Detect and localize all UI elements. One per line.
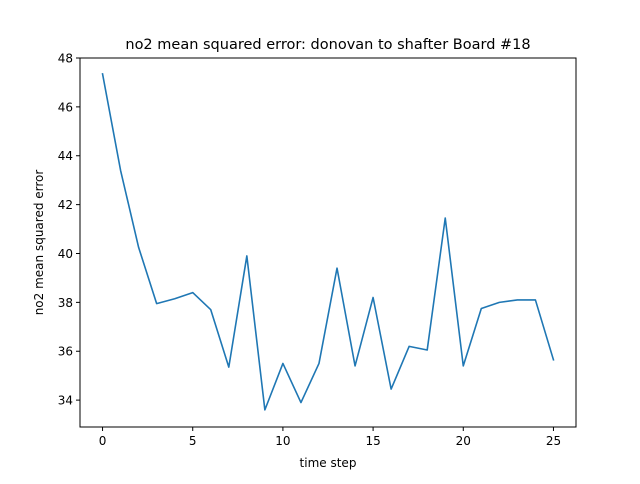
plot-frame [79, 57, 577, 428]
x-axis: 0 5 10 15 20 25 [99, 427, 561, 448]
y-tick-label: 34 [58, 394, 73, 408]
x-tick-label: 15 [365, 434, 380, 448]
x-tick-label: 20 [456, 434, 471, 448]
x-tick-label: 10 [275, 434, 290, 448]
x-tick-label: 5 [189, 434, 197, 448]
x-tick-label: 25 [546, 434, 561, 448]
y-tick-label: 48 [58, 52, 73, 66]
y-tick-label: 36 [58, 345, 73, 359]
x-axis-label: time step [300, 456, 357, 470]
y-axis: 34 36 38 40 42 44 46 48 [58, 52, 80, 408]
y-tick-label: 46 [58, 100, 73, 114]
y-tick-label: 38 [58, 296, 73, 310]
y-tick-label: 42 [58, 198, 73, 212]
x-tick-label: 0 [99, 434, 107, 448]
series-line [101, 72, 555, 411]
y-tick-label: 44 [58, 149, 73, 163]
y-axis-label: no2 mean squared error [32, 170, 46, 316]
plot-area [101, 72, 555, 411]
chart-title: no2 mean squared error: donovan to shaft… [125, 37, 530, 53]
y-tick-label: 40 [58, 247, 73, 261]
